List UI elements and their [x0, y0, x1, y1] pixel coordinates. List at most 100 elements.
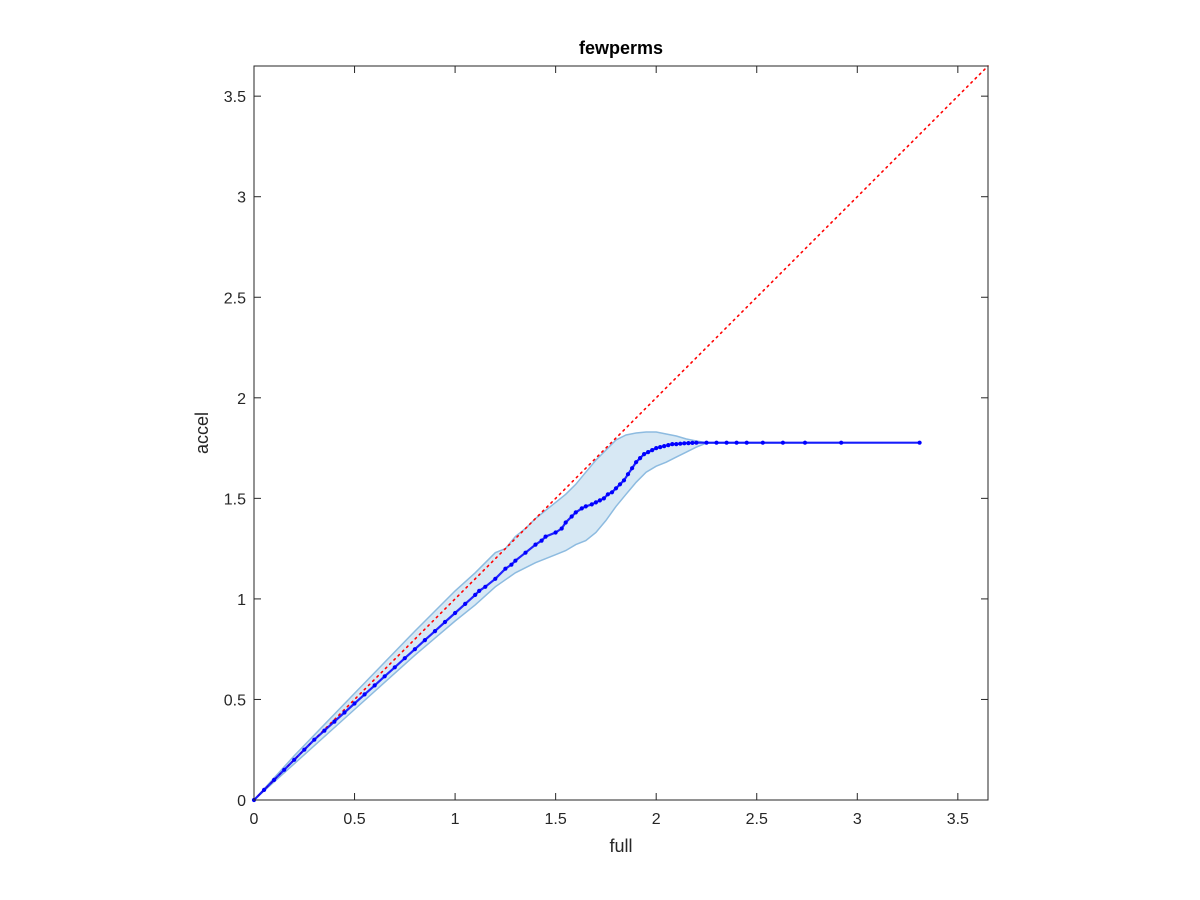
- median-point: [744, 440, 749, 445]
- median-point: [601, 496, 607, 501]
- median-point: [392, 665, 397, 670]
- median-point: [312, 737, 317, 742]
- median-point: [597, 498, 603, 503]
- median-point: [372, 683, 377, 688]
- median-point: [780, 440, 786, 445]
- median-point: [513, 558, 518, 563]
- y-tick-label: 1.5: [224, 491, 246, 508]
- median-point: [690, 440, 695, 445]
- median-point: [654, 446, 659, 451]
- median-point: [533, 542, 538, 547]
- median-point: [917, 440, 922, 445]
- y-tick-label: 1: [237, 592, 246, 609]
- median-point: [503, 566, 508, 571]
- median-point: [272, 777, 277, 783]
- median-point: [724, 440, 729, 445]
- median-point: [483, 584, 488, 589]
- median-point: [579, 506, 584, 511]
- median-point: [682, 441, 687, 446]
- band-upper-edge: [253, 431, 920, 801]
- median-point: [477, 588, 482, 594]
- median-point: [678, 441, 683, 446]
- median-point: [613, 486, 619, 491]
- y-tick-label: 2: [237, 391, 246, 408]
- median-point: [523, 550, 528, 555]
- median-point: [332, 719, 337, 724]
- x-tick-label: 0.5: [343, 811, 365, 828]
- confidence-band: [254, 432, 920, 800]
- median-point: [694, 440, 699, 445]
- median-point: [625, 472, 631, 477]
- median-point: [422, 638, 427, 643]
- median-point: [453, 610, 458, 616]
- median-point: [583, 504, 588, 509]
- median-point: [509, 562, 514, 567]
- plot-area: [251, 65, 989, 803]
- median-point: [650, 448, 655, 453]
- median-point: [352, 701, 357, 706]
- median-point: [473, 592, 478, 598]
- median-point: [642, 452, 647, 457]
- median-point: [302, 747, 307, 752]
- median-point: [666, 443, 671, 448]
- median-point: [432, 629, 438, 634]
- median-point: [704, 440, 709, 445]
- median-point: [573, 510, 578, 515]
- median-point: [646, 450, 651, 455]
- y-tick-label: 0.5: [224, 692, 246, 709]
- median-point: [543, 534, 548, 539]
- x-tick-label: 2.5: [746, 811, 768, 828]
- band-lower-edge: [253, 441, 920, 801]
- median-point: [442, 619, 448, 625]
- median-point: [662, 444, 667, 449]
- median-point: [670, 442, 675, 447]
- x-tick-label: 3.5: [947, 811, 969, 828]
- median-point: [342, 710, 347, 715]
- median-point: [593, 500, 599, 505]
- median-point: [674, 442, 679, 447]
- median-point: [630, 466, 635, 471]
- median-point: [553, 530, 558, 535]
- median-point: [559, 526, 564, 531]
- median-point: [412, 647, 417, 652]
- median-point: [382, 674, 387, 679]
- y-axis-title: accel: [192, 412, 212, 454]
- median-point: [839, 440, 844, 445]
- median-point: [362, 692, 367, 697]
- y-tick-label: 2.5: [224, 290, 246, 307]
- median-point: [638, 456, 643, 461]
- x-tick-label: 3: [853, 811, 862, 828]
- median-point: [734, 440, 739, 445]
- median-point: [617, 482, 623, 487]
- median-point: [634, 460, 639, 465]
- median-point: [714, 440, 719, 445]
- median-point: [463, 601, 468, 607]
- median-point: [621, 478, 627, 483]
- median-point: [282, 767, 287, 772]
- x-tick-label: 1: [451, 811, 460, 828]
- median-point: [658, 445, 663, 450]
- median-point: [493, 576, 498, 581]
- median-point: [322, 728, 327, 733]
- x-axis-title: full: [609, 836, 632, 856]
- x-tick-label: 0: [250, 811, 259, 828]
- median-point: [605, 492, 611, 497]
- y-tick-label: 3.5: [224, 89, 246, 106]
- median-point: [262, 787, 267, 793]
- chart-title: fewperms: [579, 38, 663, 58]
- median-point: [402, 656, 407, 661]
- identity-line: [253, 65, 989, 801]
- y-tick-label: 3: [237, 190, 246, 207]
- median-point: [569, 514, 574, 519]
- axes-box: [253, 65, 989, 801]
- median-point: [686, 441, 691, 446]
- ticks: 0 0.5 1 1.5 2 2.5 3 3.5 0 0.5 1 1.5 2 2.5 3 3.5: [224, 66, 988, 828]
- median-point: [760, 440, 765, 445]
- median-point: [609, 490, 615, 495]
- median-point: [292, 757, 297, 762]
- median-point: [563, 520, 568, 525]
- median-point: [589, 502, 594, 507]
- median-point: [802, 440, 808, 445]
- median-point: [539, 538, 544, 543]
